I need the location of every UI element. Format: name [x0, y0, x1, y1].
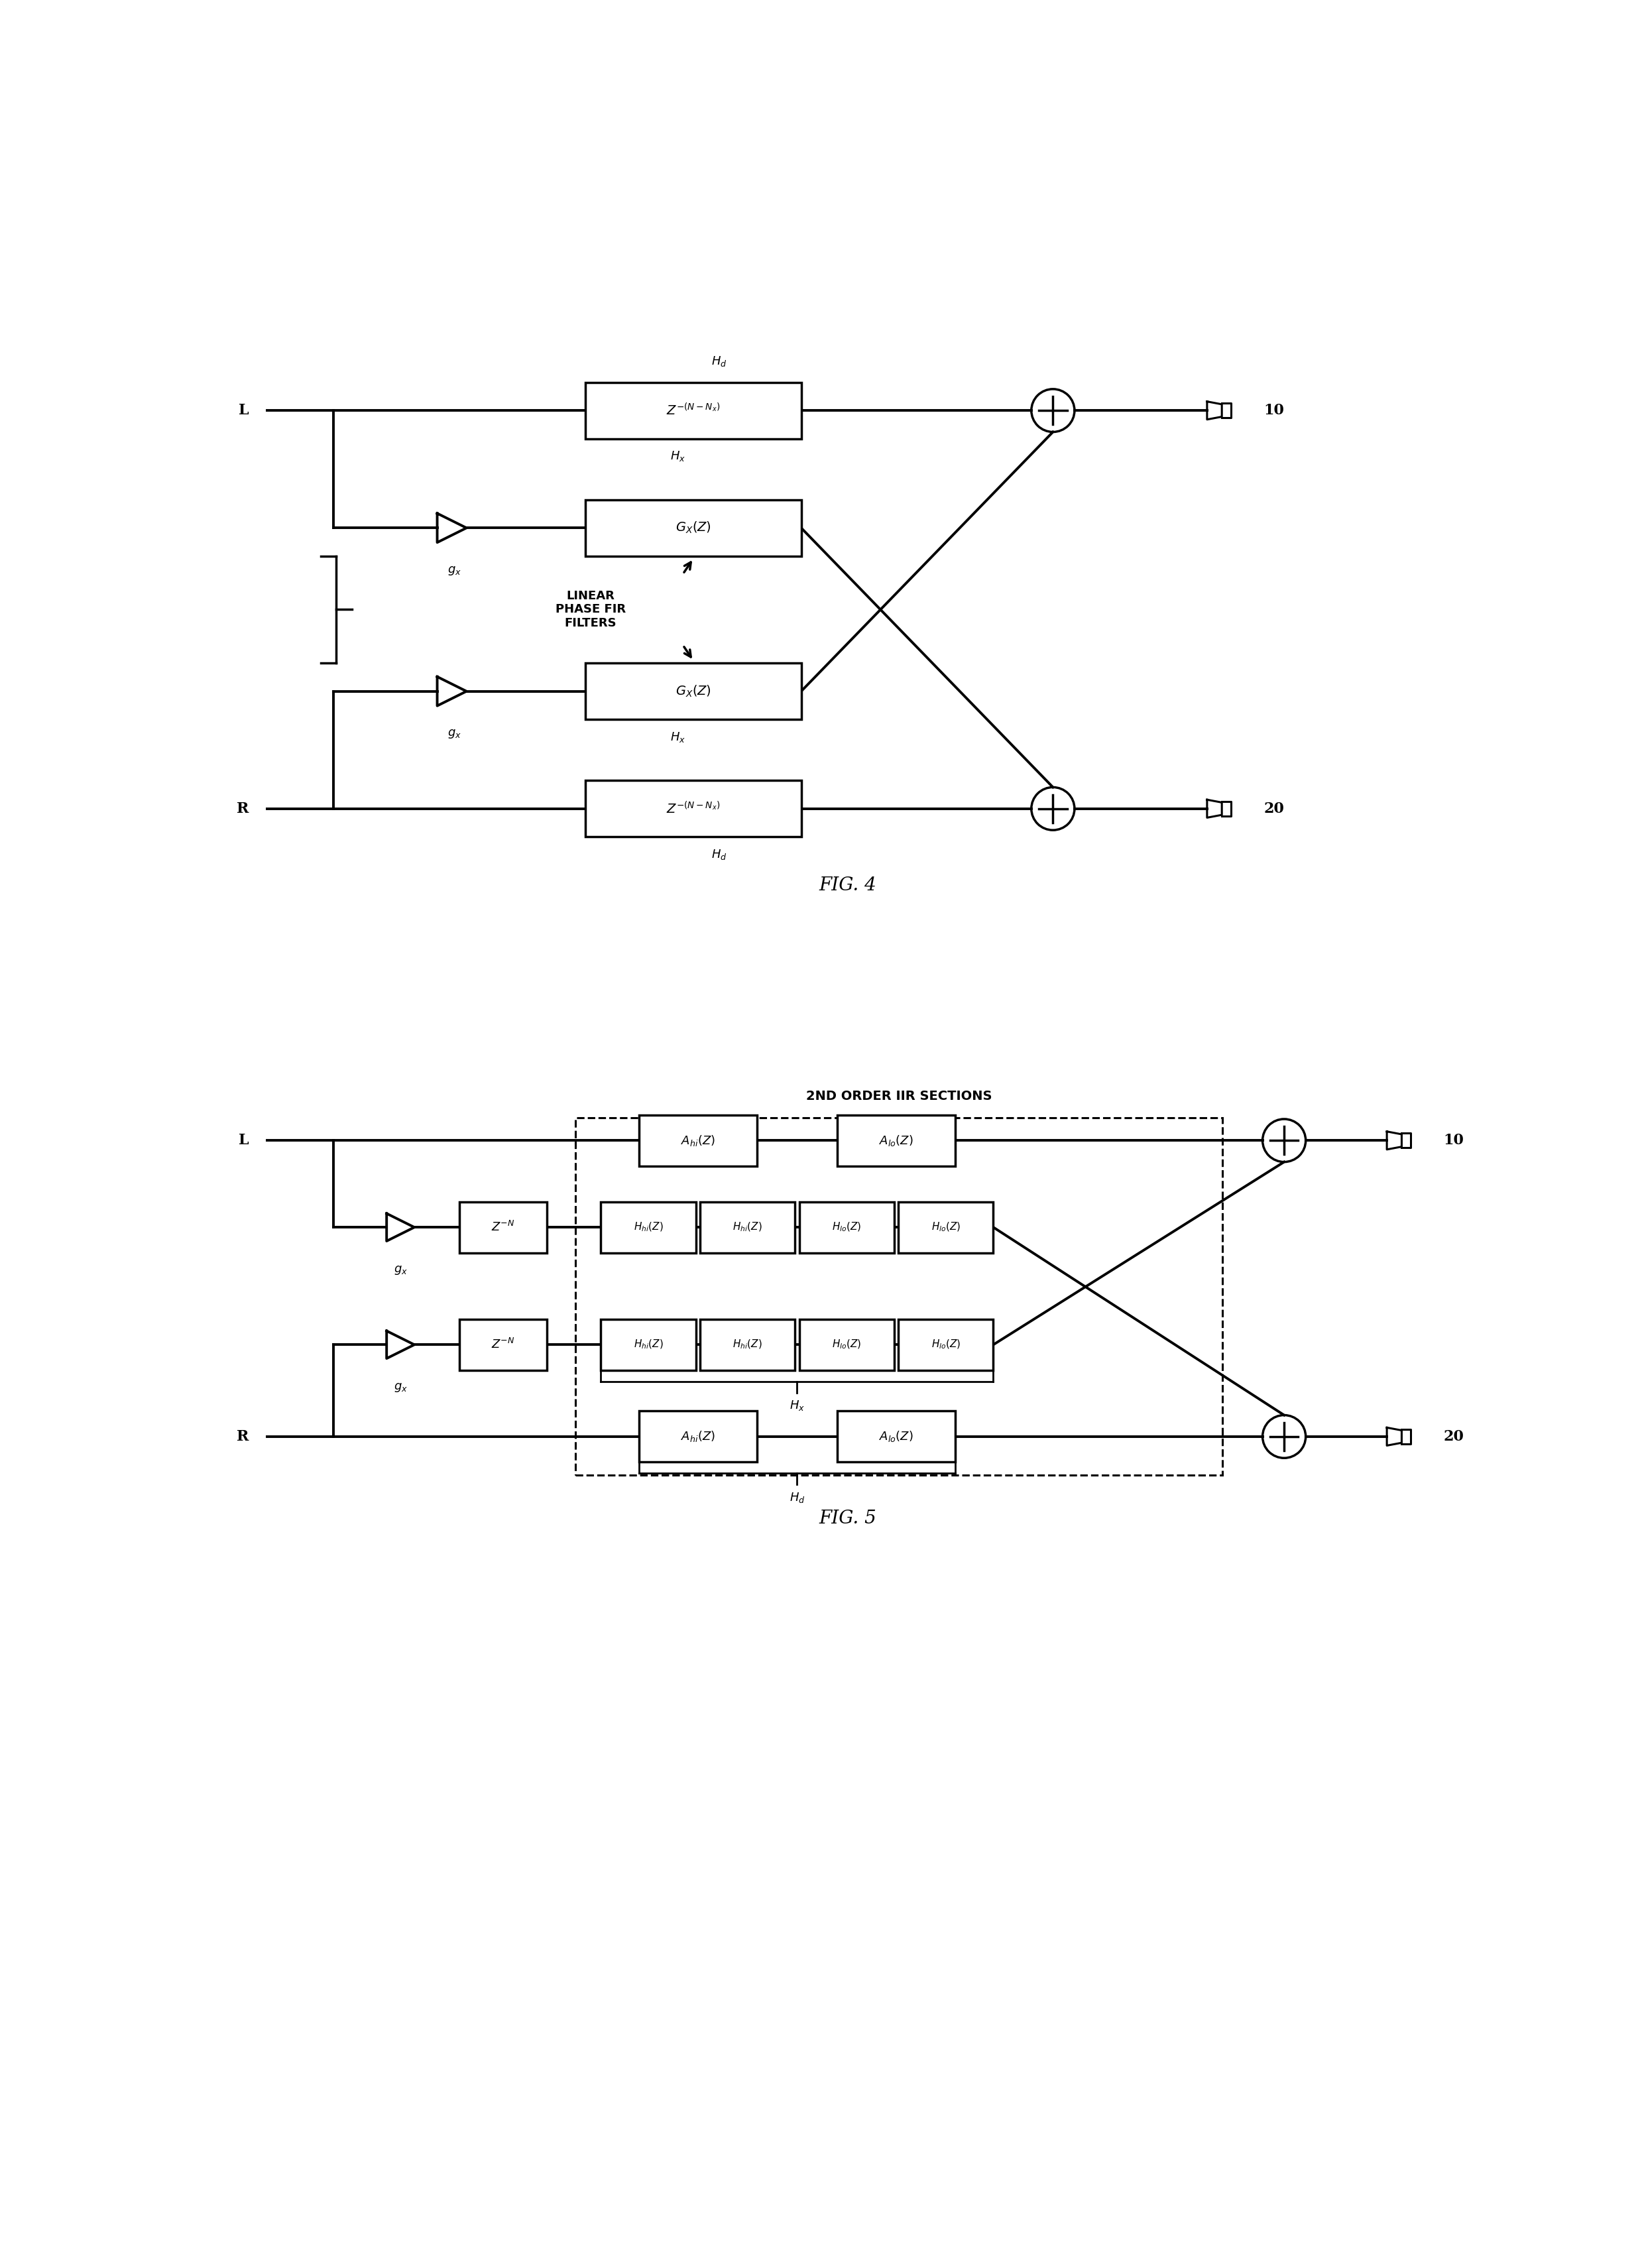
Text: LINEAR
PHASE FIR
FILTERS: LINEAR PHASE FIR FILTERS [555, 590, 626, 628]
Text: $H_d$: $H_d$ [711, 354, 727, 367]
Text: 20: 20 [1264, 801, 1284, 816]
FancyBboxPatch shape [586, 780, 801, 837]
Text: $H_x$: $H_x$ [670, 730, 686, 744]
FancyBboxPatch shape [898, 1320, 993, 1370]
Text: $Z^{-(N-N_x)}$: $Z^{-(N-N_x)}$ [667, 801, 721, 816]
FancyBboxPatch shape [699, 1202, 795, 1252]
FancyBboxPatch shape [601, 1320, 696, 1370]
Text: $H_x$: $H_x$ [670, 449, 686, 463]
Text: $H_{hi}(Z)$: $H_{hi}(Z)$ [732, 1338, 762, 1352]
Text: $g_x$: $g_x$ [394, 1263, 407, 1277]
FancyBboxPatch shape [639, 1116, 757, 1166]
FancyBboxPatch shape [898, 1202, 993, 1252]
Text: $A_{hi}(Z)$: $A_{hi}(Z)$ [681, 1429, 716, 1442]
FancyBboxPatch shape [837, 1116, 956, 1166]
FancyBboxPatch shape [586, 383, 801, 438]
FancyBboxPatch shape [699, 1320, 795, 1370]
Text: 10: 10 [1264, 404, 1284, 417]
Text: $H_{lo}(Z)$: $H_{lo}(Z)$ [931, 1220, 961, 1234]
Text: $H_{lo}(Z)$: $H_{lo}(Z)$ [931, 1338, 961, 1352]
Text: FIG. 4: FIG. 4 [819, 875, 877, 894]
Text: FIG. 5: FIG. 5 [819, 1508, 877, 1526]
Text: $H_d$: $H_d$ [790, 1490, 805, 1504]
Text: $G_X(Z)$: $G_X(Z)$ [675, 522, 711, 535]
Text: $H_d$: $H_d$ [711, 848, 727, 862]
FancyBboxPatch shape [837, 1411, 956, 1463]
Text: $H_{hi}(Z)$: $H_{hi}(Z)$ [634, 1338, 663, 1352]
Text: $H_{lo}(Z)$: $H_{lo}(Z)$ [832, 1338, 862, 1352]
Text: $g_x$: $g_x$ [448, 728, 461, 739]
Text: $H_{hi}(Z)$: $H_{hi}(Z)$ [732, 1220, 762, 1234]
Text: $G_X(Z)$: $G_X(Z)$ [675, 685, 711, 699]
FancyBboxPatch shape [460, 1320, 547, 1370]
Text: $H_{lo}(Z)$: $H_{lo}(Z)$ [832, 1220, 862, 1234]
FancyBboxPatch shape [586, 662, 801, 719]
Text: $g_x$: $g_x$ [448, 565, 461, 576]
Text: $A_{hi}(Z)$: $A_{hi}(Z)$ [681, 1134, 716, 1148]
FancyBboxPatch shape [601, 1202, 696, 1252]
Text: L: L [238, 404, 250, 417]
Text: $H_{hi}(Z)$: $H_{hi}(Z)$ [634, 1220, 663, 1234]
FancyBboxPatch shape [639, 1411, 757, 1463]
Text: $H_x$: $H_x$ [790, 1399, 805, 1413]
Text: $Z^{-(N-N_x)}$: $Z^{-(N-N_x)}$ [667, 404, 721, 417]
Text: R: R [236, 1429, 250, 1445]
FancyBboxPatch shape [586, 499, 801, 556]
Text: L: L [238, 1134, 250, 1148]
Text: R: R [236, 801, 250, 816]
Text: $Z^{-N}$: $Z^{-N}$ [491, 1220, 516, 1234]
Text: $g_x$: $g_x$ [394, 1381, 407, 1393]
Text: 10: 10 [1443, 1134, 1465, 1148]
Text: 20: 20 [1443, 1429, 1465, 1445]
Text: $A_{lo}(Z)$: $A_{lo}(Z)$ [878, 1134, 913, 1148]
Text: $Z^{-N}$: $Z^{-N}$ [491, 1338, 516, 1352]
Text: $A_{lo}(Z)$: $A_{lo}(Z)$ [878, 1429, 913, 1442]
Text: 2ND ORDER IIR SECTIONS: 2ND ORDER IIR SECTIONS [806, 1089, 992, 1102]
FancyBboxPatch shape [460, 1202, 547, 1252]
FancyBboxPatch shape [800, 1320, 895, 1370]
FancyBboxPatch shape [800, 1202, 895, 1252]
